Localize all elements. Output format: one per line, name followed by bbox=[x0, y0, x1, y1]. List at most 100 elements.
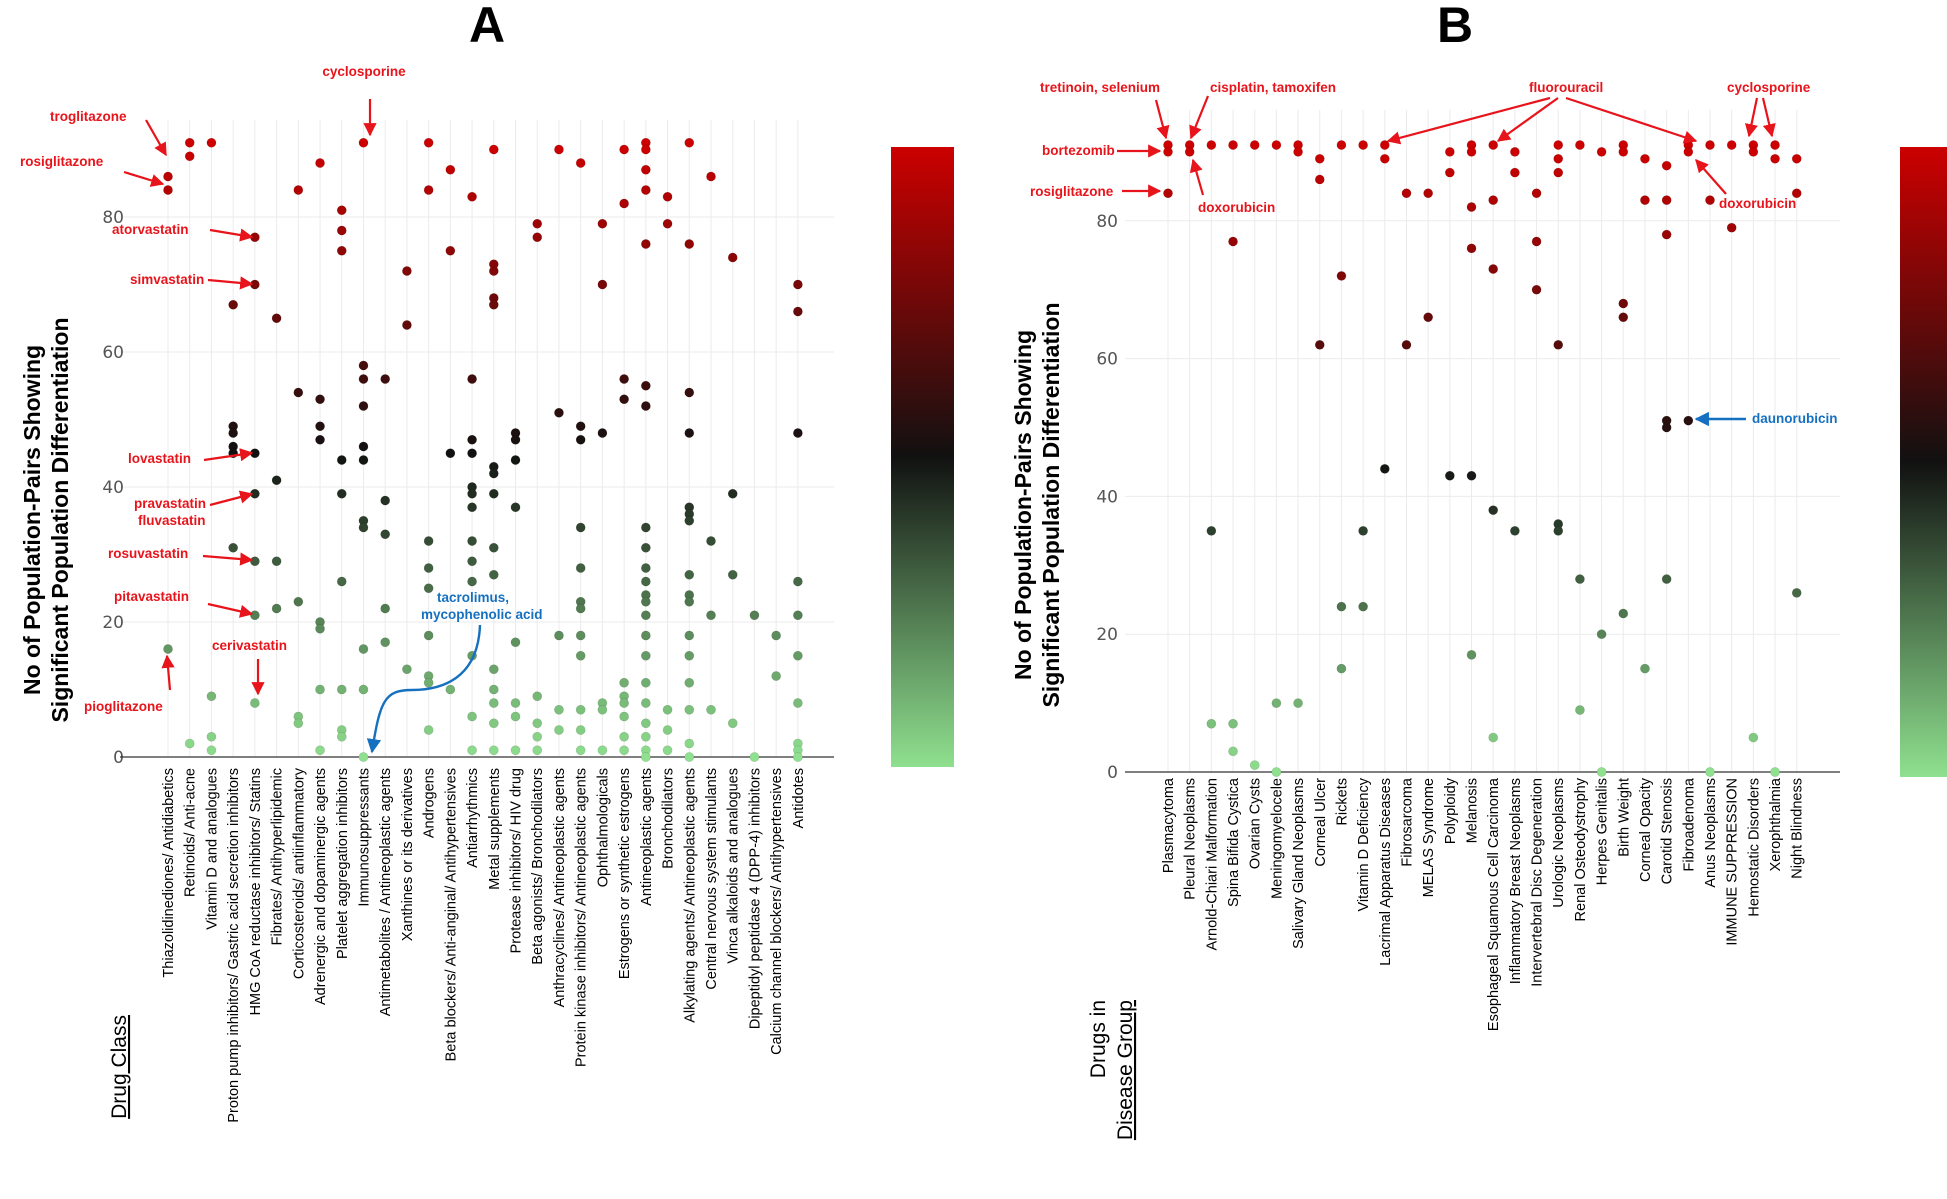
panel-b-category-label: Night Blindness bbox=[1790, 778, 1806, 879]
panel-a-data-point bbox=[271, 475, 282, 486]
panel-a-ytick-label: 40 bbox=[102, 478, 124, 498]
panel-a-data-point bbox=[640, 380, 651, 391]
panel-a-data-point bbox=[510, 637, 521, 648]
panel-a-data-point bbox=[619, 394, 630, 405]
panel-b-data-point bbox=[1271, 767, 1282, 777]
panel-a-data-point bbox=[336, 455, 347, 465]
panel-a-data-point bbox=[423, 185, 434, 195]
panel-b-category-label: Corneal Ulcer bbox=[1313, 778, 1329, 867]
panel-a-data-point bbox=[640, 576, 651, 587]
panel-b-category-label: Intervertebral Disc Degeneration bbox=[1530, 778, 1546, 987]
panel-b-data-point bbox=[1705, 140, 1715, 150]
panel-a-data-point bbox=[792, 306, 803, 317]
panel-a-data-point bbox=[467, 745, 477, 756]
panel-a-data-point bbox=[271, 556, 282, 567]
panel-a-data-point bbox=[640, 677, 651, 688]
panel-a-data-point bbox=[271, 603, 282, 614]
annotation-daunorubicin: daunorubicin bbox=[1752, 411, 1838, 426]
panel-a-data-point bbox=[532, 745, 543, 756]
panel-b-category-label: Spina Bifida Cystica bbox=[1226, 777, 1242, 907]
panel-a-data-point bbox=[640, 731, 651, 742]
panel-b-category-label: Xerophthalmia bbox=[1768, 777, 1784, 871]
panel-b-data-point bbox=[1618, 146, 1629, 157]
panel-a-data-point bbox=[575, 434, 586, 445]
panel-a-data-point bbox=[619, 677, 630, 688]
panel-a-data-point bbox=[336, 225, 347, 236]
panel-a-data-point bbox=[640, 185, 651, 195]
annotation-pitavastatin-arrow bbox=[207, 602, 254, 618]
annotation-tretinoin-arrow bbox=[1154, 99, 1170, 140]
panel-a-data-point bbox=[510, 502, 521, 513]
panel-a-data-point bbox=[554, 704, 564, 715]
panel-a-data-point bbox=[532, 218, 543, 229]
panel-a-data-point bbox=[727, 488, 738, 499]
panel-a-data-point bbox=[640, 596, 651, 607]
panel-a-data-point bbox=[358, 360, 369, 371]
panel-a-data-point bbox=[554, 144, 564, 155]
panel-a-category-label: Vinca alkaloids and analogues bbox=[726, 768, 742, 964]
panel-a-data-point bbox=[336, 245, 347, 256]
panel-b-category-label: Rickets bbox=[1334, 778, 1350, 826]
annotation-rosuvastatin-arrow bbox=[202, 552, 254, 566]
panel-a-data-point bbox=[510, 711, 521, 722]
panel-a-data-point bbox=[640, 630, 651, 641]
panel-a-data-point bbox=[684, 596, 695, 607]
annotation-atorvastatin-arrow bbox=[209, 228, 254, 242]
panel-b-xlabel-line1: Drugs in bbox=[1087, 1000, 1110, 1078]
panel-b-data-point bbox=[1488, 732, 1499, 743]
panel-a-data-point bbox=[554, 630, 564, 641]
panel-a-data-point bbox=[640, 610, 651, 621]
panel-a-data-point bbox=[184, 738, 195, 749]
panel-b-category-label: Vitamin D Deficiency bbox=[1356, 777, 1372, 911]
panel-a-data-point bbox=[488, 266, 499, 276]
panel-a-data-point bbox=[380, 495, 391, 506]
panel-a-ytick-label: 80 bbox=[102, 208, 124, 228]
annotation-cisplatin-tamoxifen: cisplatin, tamoxifen bbox=[1210, 80, 1336, 95]
panel-a-data-point bbox=[249, 556, 260, 567]
panel-b-category-label: Pleural Neoplasms bbox=[1183, 778, 1199, 900]
annotation-troglitazone-arrow bbox=[145, 119, 167, 157]
panel-a-category-label: Dipeptidyl peptidase 4 (DPP-4) inhibitor… bbox=[747, 768, 763, 1029]
panel-a-data-point bbox=[206, 731, 217, 742]
panel-a-data-point bbox=[575, 725, 586, 735]
panel-a-data-point bbox=[619, 711, 630, 722]
panel-a-data-point bbox=[575, 704, 586, 715]
panel-a-data-point bbox=[640, 522, 651, 533]
panel-a-category-label: Bronchodilators bbox=[661, 768, 677, 869]
panel-b-data-point bbox=[1748, 146, 1759, 157]
panel-b-data-point bbox=[1509, 146, 1520, 157]
panel-a-data-point bbox=[358, 441, 369, 452]
panel-a-data-point bbox=[510, 455, 521, 465]
panel-b-data-point bbox=[1206, 140, 1217, 150]
panel-a-data-point bbox=[445, 448, 456, 459]
panel-a-data-point bbox=[445, 245, 456, 256]
panel-a-data-point bbox=[293, 185, 304, 195]
panel-b-data-point bbox=[1271, 140, 1282, 150]
panel-a-data-point bbox=[488, 664, 499, 675]
panel-a-category-label: Retinoids/ Anti-acne bbox=[183, 768, 199, 897]
panel-a-data-point bbox=[554, 407, 564, 418]
panel-b-data-point bbox=[1705, 195, 1715, 206]
panel-a-data-point bbox=[184, 137, 195, 148]
panel-a-data-point bbox=[706, 704, 716, 715]
panel-b-data-point bbox=[1661, 160, 1672, 171]
panel-a-data-point bbox=[488, 718, 499, 729]
annotation-cyclosporine-b-arrow-2 bbox=[1761, 97, 1776, 138]
panel-a-data-point bbox=[532, 731, 543, 742]
annotation-pitavastatin: pitavastatin bbox=[114, 589, 189, 604]
panel-a-category-label: Protease inhibitors/ HIV drug bbox=[509, 768, 525, 953]
panel-a-category-label: Platelet aggregation inhibitors bbox=[335, 768, 351, 959]
panel-a-data-point bbox=[684, 738, 695, 749]
panel-b-category-label: Renal Osteodystrophy bbox=[1573, 777, 1589, 921]
panel-a-data-point bbox=[315, 421, 325, 432]
panel-a-data-point bbox=[467, 576, 477, 587]
panel-a-data-point bbox=[749, 752, 760, 762]
panel-b-category-label: Herpes Genitalis bbox=[1595, 778, 1611, 885]
panel-a-data-point bbox=[684, 387, 695, 398]
panel-a-data-point bbox=[554, 725, 564, 735]
annotation-pioglitazone: pioglitazone bbox=[84, 699, 163, 714]
panel-a-data-point bbox=[336, 488, 347, 499]
panel-a-data-point bbox=[315, 684, 325, 695]
panel-a-data-point bbox=[467, 488, 477, 499]
